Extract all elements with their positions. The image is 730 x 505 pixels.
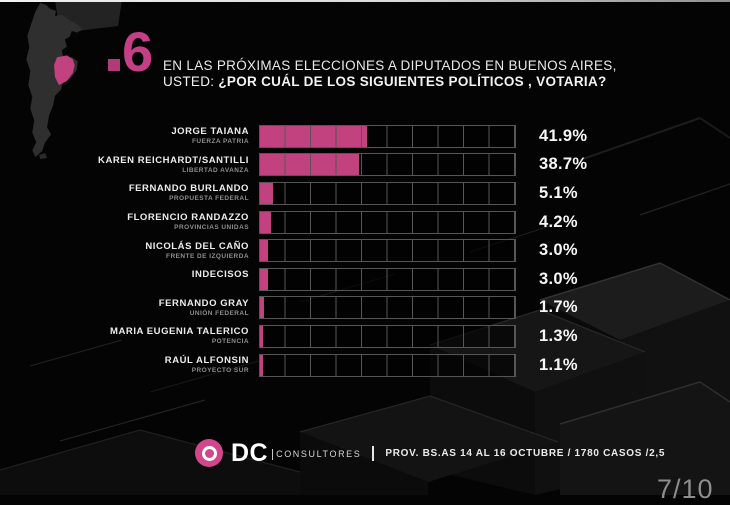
bar-track — [259, 324, 516, 348]
chart-row: INDECISOS 3.0% — [0, 265, 730, 294]
party-name: PROPUESTA FEDERAL — [169, 195, 249, 203]
value-label: 3.0% — [539, 269, 578, 288]
row-label: FERNANDO BURLANDO PROPUESTA FEDERAL — [0, 183, 249, 203]
bar-track — [259, 124, 516, 148]
bar-track — [259, 296, 516, 320]
party-name: FUERZA PATRIA — [191, 138, 249, 146]
party-name: PROYECTO SUR — [191, 367, 249, 375]
gridlines — [260, 154, 515, 176]
value-label: 1.7% — [539, 298, 578, 317]
value-label: 38.7% — [539, 155, 588, 174]
logo-divider — [272, 448, 274, 460]
bar-track — [259, 153, 516, 177]
bar-track — [259, 239, 516, 263]
bar-track — [259, 353, 516, 377]
footer: DC CONSULTORES PROV. BS.AS 14 AL 16 OCTU… — [195, 438, 665, 468]
row-label: FERNANDO GRAY UNIÓN FEDERAL — [0, 298, 249, 318]
value-label: 4.2% — [539, 212, 578, 231]
candidate-name: JORGE TAIANA — [171, 126, 249, 138]
row-label: FLORENCIO RANDAZZO PROVINCIAS UNIDAS — [0, 212, 249, 232]
logo-text: DC — [231, 438, 269, 467]
party-name — [0, 280, 249, 289]
party-name: FRENTE DE IZQUIERDA — [166, 252, 249, 260]
candidate-name: INDECISOS — [191, 269, 249, 281]
chart-row: JORGE TAIANA FUERZA PATRIA 41.9% — [0, 122, 730, 151]
page-number: 7/10 — [657, 474, 714, 504]
gridlines — [260, 182, 515, 204]
candidate-name: FERNANDO GRAY — [158, 297, 249, 309]
gridlines — [260, 240, 515, 262]
bar-track — [259, 181, 516, 205]
chart-row: FERNANDO GRAY UNIÓN FEDERAL 1.7% — [0, 294, 730, 323]
row-label: JORGE TAIANA FUERZA PATRIA — [0, 126, 249, 146]
candidate-name: MARIA EUGENIA TALERICO — [110, 326, 249, 338]
party-name: LIBERTAD AVANZA — [182, 166, 249, 174]
value-label: 1.1% — [539, 355, 578, 374]
gridlines — [260, 325, 515, 347]
candidate-name: NICOLÁS DEL CAÑO — [145, 240, 249, 252]
gridlines — [260, 125, 515, 147]
candidate-name: FLORENCIO RANDAZZO — [127, 212, 249, 224]
bar-track — [259, 210, 516, 234]
argentina-silhouette — [26, 3, 83, 158]
chart-row: NICOLÁS DEL CAÑO FRENTE DE IZQUIERDA 3.0… — [0, 236, 730, 265]
party-name: POTENCIA — [211, 338, 249, 346]
gridlines — [260, 268, 515, 290]
bar-track — [259, 267, 516, 291]
logo-ring — [201, 445, 217, 461]
candidate-name: KAREN REICHARDT/SANTILLI — [98, 154, 249, 166]
logo-subtext: CONSULTORES — [276, 449, 362, 459]
value-label: 3.0% — [539, 241, 578, 260]
chart-row: RAÚL ALFONSIN PROYECTO SUR 1.1% — [0, 351, 730, 380]
footer-separator — [372, 445, 375, 461]
question-number-dot — [108, 59, 120, 71]
chart-row: KAREN REICHARDT/SANTILLI LIBERTAD AVANZA… — [0, 151, 730, 180]
argentina-map — [22, 3, 88, 159]
title-line-2-question: ¿POR CUÁL DE LOS SIGUIENTES POLÍTICOS , … — [218, 74, 607, 89]
gridlines — [260, 211, 515, 233]
question-number-digit: 6 — [122, 20, 153, 83]
chart-row: MARIA EUGENIA TALERICO POTENCIA 1.3% — [0, 322, 730, 351]
poll-bar-chart: JORGE TAIANA FUERZA PATRIA 41.9% KAREN R… — [0, 122, 730, 379]
party-name: PROVINCIAS UNIDAS — [174, 224, 249, 232]
candidate-name: RAÚL ALFONSIN — [164, 355, 249, 367]
row-label: MARIA EUGENIA TALERICO POTENCIA — [0, 326, 249, 346]
row-label: RAÚL ALFONSIN PROYECTO SUR — [0, 355, 249, 375]
survey-source-text: PROV. BS.AS 14 AL 16 OCTUBRE / 1780 CASO… — [385, 448, 666, 459]
gridlines — [260, 354, 515, 376]
row-label: NICOLÁS DEL CAÑO FRENTE DE IZQUIERDA — [0, 241, 249, 261]
value-label: 41.9% — [539, 126, 588, 145]
candidate-name: FERNANDO BURLANDO — [128, 183, 249, 195]
title-line-2-prefix: USTED: — [163, 74, 219, 89]
gridlines — [260, 297, 515, 319]
title-line-2: USTED: ¿POR CUÁL DE LOS SIGUIENTES POLÍT… — [163, 74, 683, 90]
chart-row: FLORENCIO RANDAZZO PROVINCIAS UNIDAS 4.2… — [0, 208, 730, 237]
row-label: KAREN REICHARDT/SANTILLI LIBERTAD AVANZA — [0, 155, 249, 175]
title-line-1: EN LAS PRÓXIMAS ELECCIONES A DIPUTADOS E… — [163, 58, 617, 73]
top-edge-hairline — [0, 0, 730, 2]
row-label: INDECISOS — [0, 269, 249, 289]
tierra-del-fuego — [39, 153, 48, 159]
slide-title: EN LAS PRÓXIMAS ELECCIONES A DIPUTADOS E… — [163, 58, 683, 90]
chart-row: FERNANDO BURLANDO PROPUESTA FEDERAL 5.1% — [0, 179, 730, 208]
buenos-aires-province-highlight — [54, 55, 75, 85]
party-name: UNIÓN FEDERAL — [189, 309, 249, 317]
value-label: 5.1% — [539, 183, 578, 202]
value-label: 1.3% — [539, 326, 578, 345]
question-number: 6 — [108, 20, 153, 83]
dc-consultores-logo-icon — [195, 439, 223, 467]
